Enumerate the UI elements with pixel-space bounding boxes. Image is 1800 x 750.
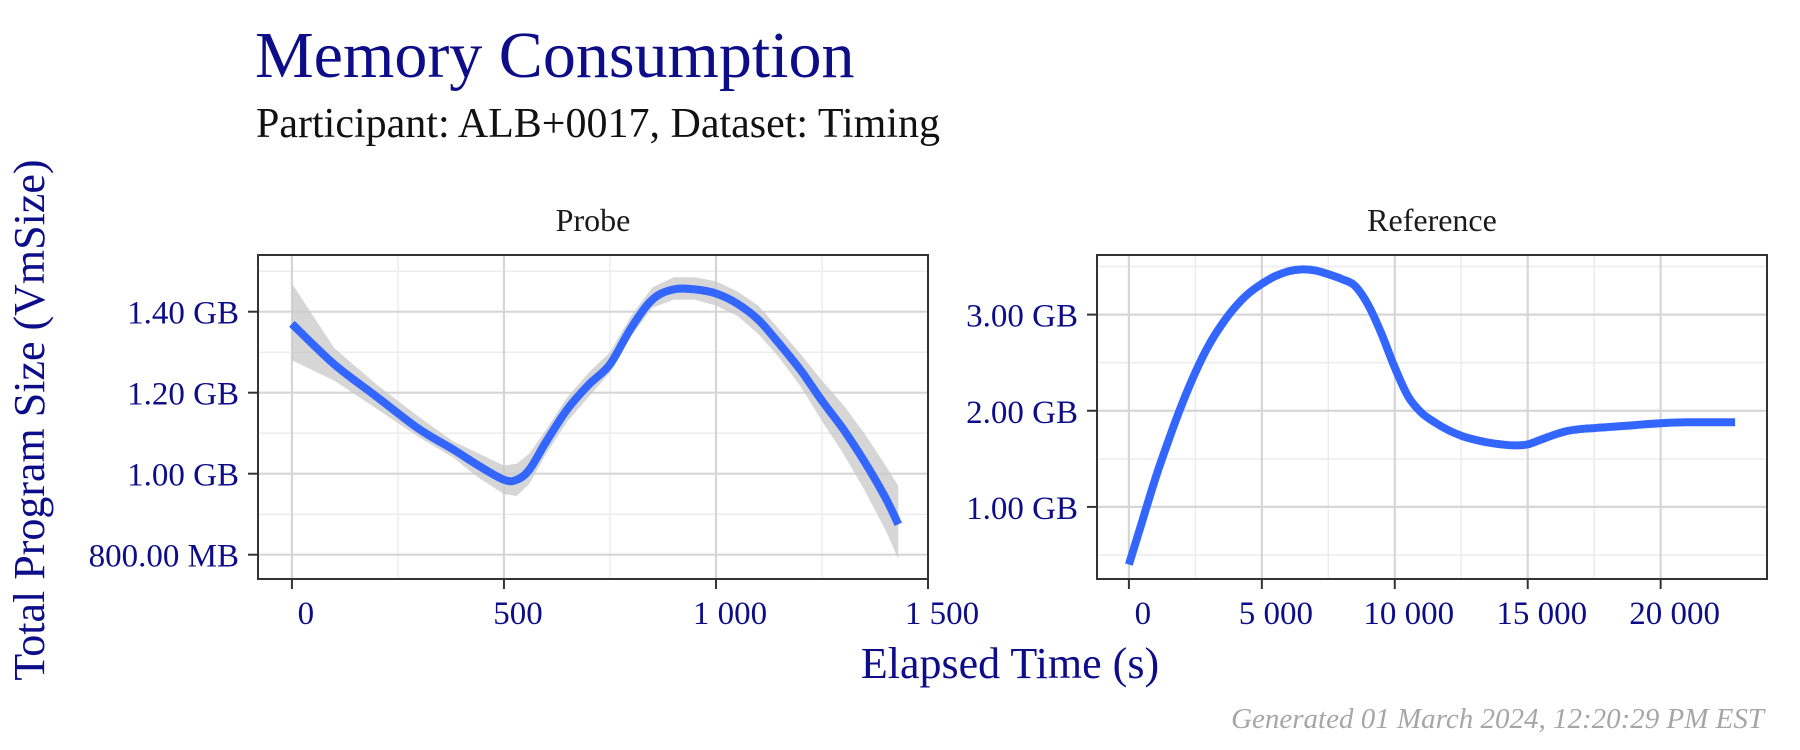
- x-tick-label: 1 500: [905, 596, 979, 632]
- series-line: [1125, 265, 1736, 566]
- y-axis-label: Total Program Size (VmSize): [5, 159, 54, 680]
- y-tick-label: 1.00 GB: [127, 458, 239, 494]
- confidence-ribbon: [291, 277, 899, 559]
- x-tick-label: 1 000: [693, 596, 767, 632]
- facet-reference: Reference 0 5 000 10 000 15 000 20 000 1.00 GB…: [966, 202, 1768, 632]
- y-tick-label: 2.00 GB: [966, 395, 1078, 431]
- facet-strip-label: Probe: [556, 202, 631, 238]
- x-tick-label: 15 000: [1496, 596, 1587, 632]
- chart-subtitle: Participant: ALB+0017, Dataset: Timing: [256, 101, 941, 147]
- x-tick-label: 0: [298, 596, 315, 632]
- facet-strip-label: Reference: [1367, 202, 1497, 238]
- panel-border: [257, 254, 929, 580]
- facet-probe: Probe 0 500 1 000 1 500 800.00 MB 1.00 GB 1.20 …: [89, 202, 979, 632]
- panel-border: [1096, 254, 1768, 580]
- x-tick-label: 10 000: [1363, 596, 1454, 632]
- y-tick-label: 1.00 GB: [966, 491, 1078, 527]
- y-tick-label: 1.20 GB: [127, 377, 239, 413]
- y-tick-label: 800.00 MB: [89, 539, 239, 575]
- x-tick-label: 5 000: [1239, 596, 1313, 632]
- x-axis-label: Elapsed Time (s): [861, 639, 1159, 688]
- x-tick-label: 0: [1135, 596, 1152, 632]
- x-tick-label: 500: [493, 596, 543, 632]
- series-line: [289, 284, 902, 527]
- x-tick-label: 20 000: [1629, 596, 1720, 632]
- chart-title: Memory Consumption: [255, 19, 855, 92]
- y-tick-label: 1.40 GB: [127, 296, 239, 332]
- generated-caption: Generated 01 March 2024, 12:20:29 PM EST: [1231, 703, 1764, 735]
- y-tick-label: 3.00 GB: [966, 299, 1078, 335]
